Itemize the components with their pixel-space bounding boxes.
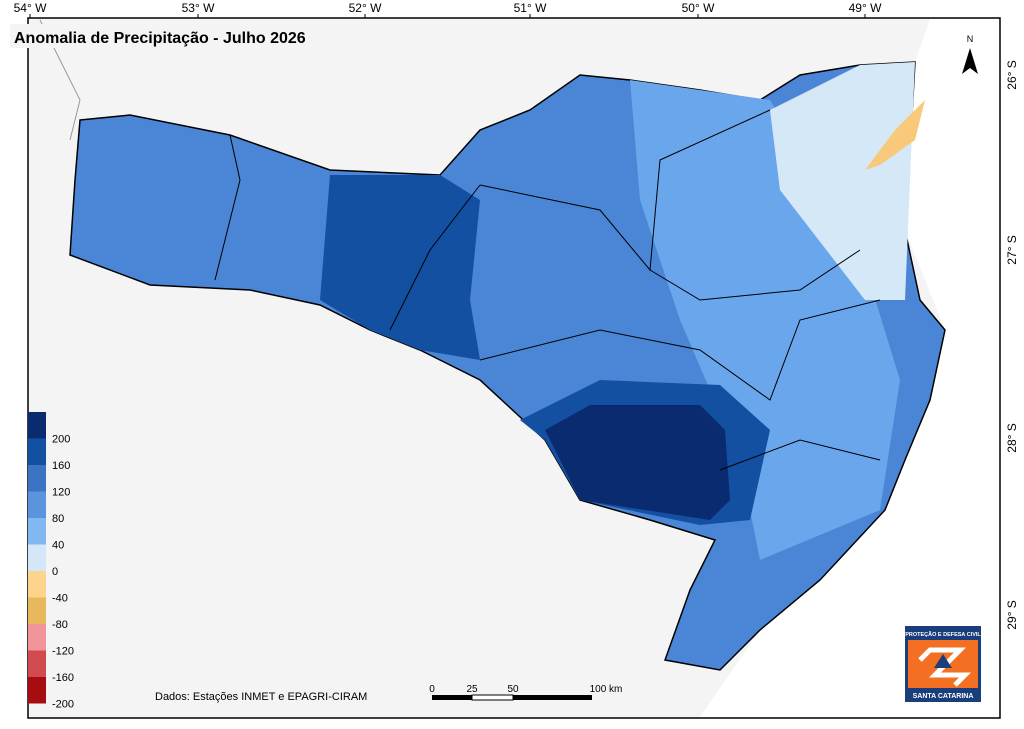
north-label: N: [967, 34, 974, 44]
region-lighter: [770, 62, 915, 300]
logo-bottom: SANTA CATARINA: [913, 693, 974, 700]
region-darkest: [545, 405, 730, 520]
north-arrow: [962, 48, 978, 74]
legend-label: -120: [52, 646, 74, 658]
legend-swatch: [28, 624, 46, 651]
region-dark: [320, 175, 480, 360]
legend-label: -200: [52, 699, 74, 711]
region-light: [630, 80, 900, 560]
scale-label: 50: [507, 684, 519, 695]
lon-label: 51° W: [514, 1, 547, 15]
lon-label: 53° W: [182, 1, 215, 15]
legend-swatch: [28, 650, 46, 677]
scale-bar: [432, 694, 592, 701]
legend-label: 80: [52, 513, 64, 525]
scale-label: 25: [466, 684, 478, 695]
scale-label: 100 km: [590, 684, 623, 695]
legend-swatch: [28, 677, 46, 704]
legend-label: -40: [52, 593, 68, 605]
legend-label: -80: [52, 619, 68, 631]
region-border: [479, 299, 881, 401]
scale-segment: [471, 694, 514, 701]
logo-top: PROTEÇÃO E DEFESA CIVIL: [905, 631, 981, 638]
legend-swatch: [28, 544, 46, 571]
lat-label: 27° S: [1005, 235, 1019, 264]
legend-swatch: [28, 491, 46, 518]
lat-label: 26° S: [1005, 60, 1019, 89]
legend-swatch: [28, 571, 46, 598]
legend-label: -160: [52, 672, 74, 684]
map-title: Anomalia de Precipitação - Julho 2026: [14, 30, 306, 47]
lon-label: 52° W: [349, 1, 382, 15]
region-border: [719, 439, 881, 471]
legend-swatch: [28, 518, 46, 545]
lon-label: 54° W: [14, 1, 47, 15]
scale-segment: [432, 695, 472, 700]
region-border: [214, 134, 241, 281]
legend-label: 0: [52, 566, 58, 578]
scale-segment: [513, 695, 592, 700]
region-border: [649, 249, 861, 301]
legend-label: 200: [52, 434, 70, 446]
data-source: Dados: Estações INMET e EPAGRI-CIRAM: [155, 691, 367, 703]
region-negative: [865, 100, 925, 170]
legend-label: 160: [52, 460, 70, 472]
legend-swatch: [28, 412, 46, 439]
ocean: [700, 19, 999, 717]
legend-swatch: [28, 438, 46, 465]
legend-swatch: [28, 597, 46, 624]
lat-label: 28° S: [1005, 423, 1019, 452]
lat-label: 29° S: [1005, 600, 1019, 629]
logo: PROTEÇÃO E DEFESA CIVIL SANTA CATARINA: [905, 626, 981, 702]
scale-label: 0: [429, 684, 435, 695]
lon-label: 49° W: [849, 1, 882, 15]
logo-triangle: [934, 654, 952, 668]
legend-label: 40: [52, 540, 64, 552]
legend-swatch: [28, 465, 46, 492]
legend-label: 120: [52, 487, 70, 499]
region-border: [389, 184, 481, 331]
title-bg: [10, 24, 330, 48]
lon-label: 50° W: [682, 1, 715, 15]
